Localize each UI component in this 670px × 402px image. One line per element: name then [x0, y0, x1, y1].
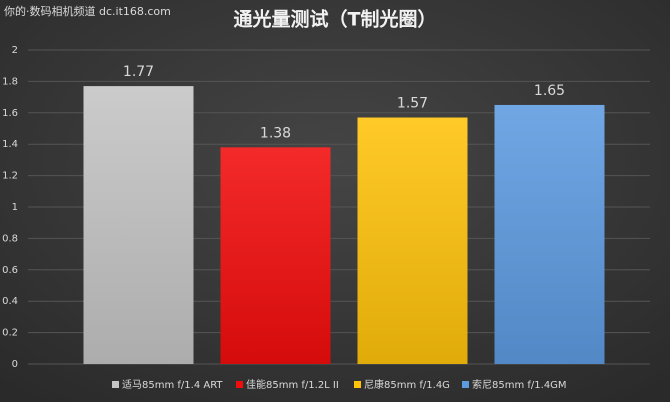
y-tick-label: 1.2: [2, 171, 18, 182]
value-label: 1.57: [397, 96, 428, 112]
bar-shade: [494, 104, 605, 364]
y-tick-label: 2: [12, 45, 18, 56]
legend-label: 索尼85mm f/1.4GM: [472, 378, 567, 391]
bar-shade: [83, 86, 194, 365]
legend-swatch: [112, 381, 119, 388]
watermark: 你的·数码相机频道 dc.it168.com: [4, 4, 171, 18]
y-tick-label: 1.4: [2, 139, 18, 150]
legend-swatch: [462, 381, 469, 388]
legend-swatch: [354, 381, 361, 388]
legend-label: 适马85mm f/1.4 ART: [122, 379, 223, 391]
y-tick-label: 1: [12, 202, 18, 213]
y-tick-label: 0.6: [2, 265, 18, 276]
value-label: 1.77: [123, 64, 154, 80]
value-label: 1.65: [534, 83, 565, 99]
bar-shade: [357, 117, 468, 364]
y-tick-label: 1.6: [2, 108, 18, 119]
y-tick-label: 0: [12, 359, 18, 370]
y-tick-label: 0.4: [2, 296, 18, 307]
legend-swatch: [236, 381, 243, 388]
legend-label: 尼康85mm f/1.4G: [364, 378, 450, 391]
bar-shade: [220, 147, 331, 364]
y-tick-label: 1.8: [2, 76, 18, 87]
y-tick-label: 0.8: [2, 233, 18, 244]
chart-title: 通光量测试（T制光圈）: [234, 8, 437, 31]
y-tick-label: 0.2: [2, 328, 18, 339]
legend-label: 佳能85mm f/1.2L II: [246, 378, 339, 391]
value-label: 1.38: [260, 125, 291, 141]
